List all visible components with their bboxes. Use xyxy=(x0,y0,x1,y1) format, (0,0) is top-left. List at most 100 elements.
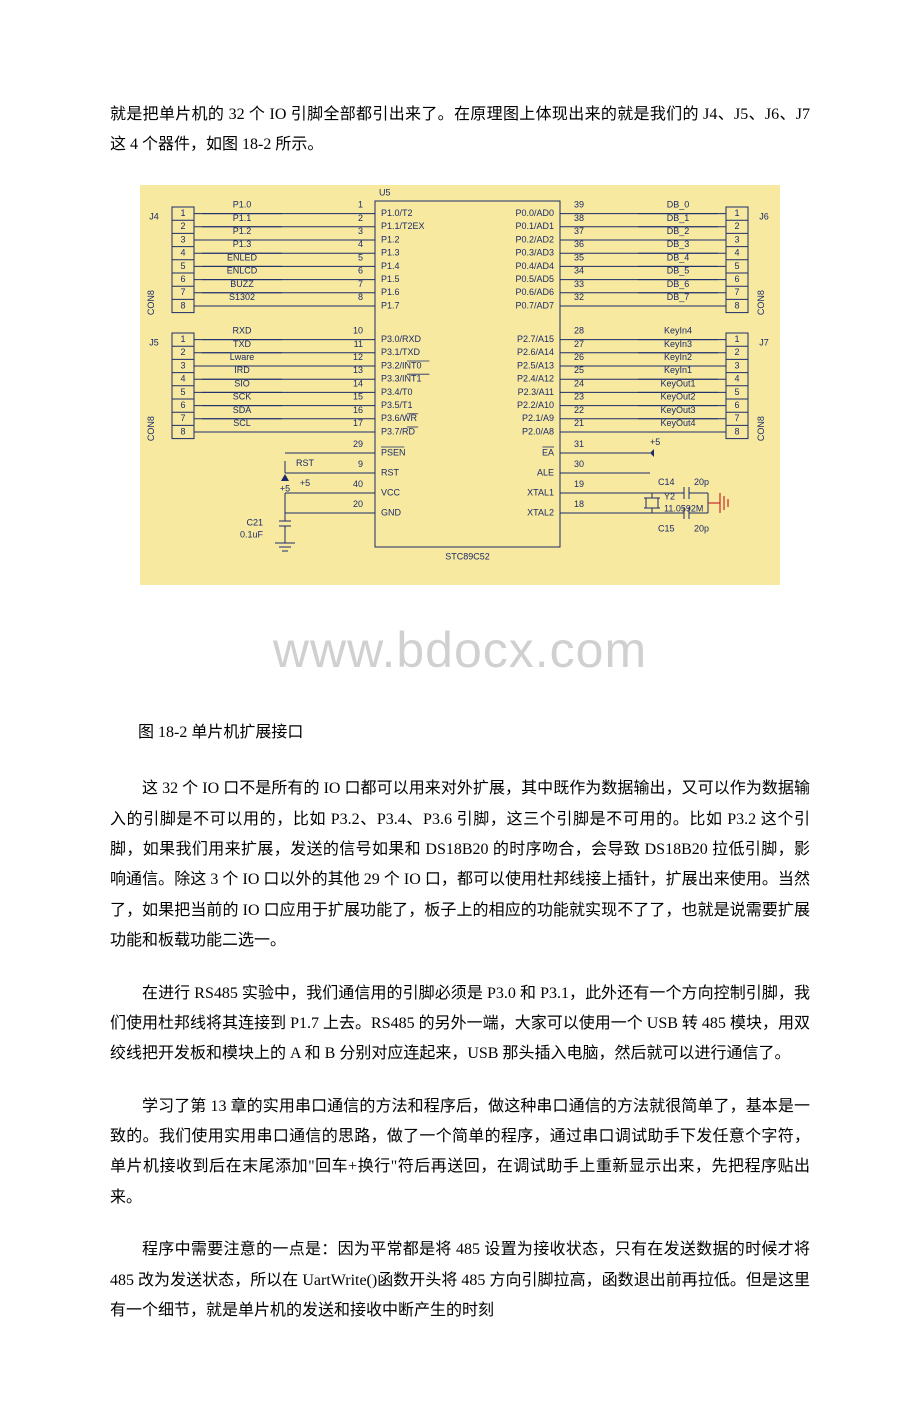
svg-text:8: 8 xyxy=(180,426,185,436)
svg-text:P0.1/AD1: P0.1/AD1 xyxy=(515,221,554,231)
svg-text:20p: 20p xyxy=(694,477,709,487)
svg-text:P0.7/AD7: P0.7/AD7 xyxy=(515,300,554,310)
svg-text:11.0592M: 11.0592M xyxy=(664,503,703,513)
svg-text:RST: RST xyxy=(381,467,400,477)
svg-text:P2.2/A10: P2.2/A10 xyxy=(517,400,554,410)
svg-text:P1.2: P1.2 xyxy=(233,226,252,236)
svg-text:23: 23 xyxy=(574,391,584,401)
svg-text:2: 2 xyxy=(180,347,185,357)
svg-text:P1.3: P1.3 xyxy=(381,247,400,257)
svg-text:3: 3 xyxy=(734,360,739,370)
svg-text:P3.3/INT1: P3.3/INT1 xyxy=(381,373,422,383)
svg-text:P3.1/TXD: P3.1/TXD xyxy=(381,347,421,357)
svg-text:39: 39 xyxy=(574,199,584,209)
svg-text:P2.6/A14: P2.6/A14 xyxy=(517,347,554,357)
svg-text:5: 5 xyxy=(734,261,739,271)
svg-text:P1.3: P1.3 xyxy=(233,239,252,249)
svg-text:CON8: CON8 xyxy=(146,290,156,315)
svg-text:P3.2/INT0: P3.2/INT0 xyxy=(381,360,422,370)
svg-text:DB_2: DB_2 xyxy=(667,226,690,236)
svg-text:1: 1 xyxy=(358,199,363,209)
svg-text:XTAL1: XTAL1 xyxy=(527,487,554,497)
svg-text:DB_6: DB_6 xyxy=(667,279,690,289)
svg-text:KeyOut1: KeyOut1 xyxy=(660,378,695,388)
svg-text:25: 25 xyxy=(574,365,584,375)
svg-text:SCL: SCL xyxy=(233,418,251,428)
paragraph-4: 程序中需要注意的一点是：因为平常都是将 485 设置为接收状态，只有在发送数据的… xyxy=(110,1235,810,1326)
svg-text:DB_0: DB_0 xyxy=(667,199,690,209)
svg-text:26: 26 xyxy=(574,352,584,362)
svg-text:27: 27 xyxy=(574,339,584,349)
svg-text:4: 4 xyxy=(358,239,363,249)
svg-text:13: 13 xyxy=(353,365,363,375)
svg-text:14: 14 xyxy=(353,378,363,388)
svg-text:P1.1/T2EX: P1.1/T2EX xyxy=(381,221,425,231)
svg-text:22: 22 xyxy=(574,405,584,415)
svg-text:STC89C52: STC89C52 xyxy=(445,551,490,561)
svg-text:CON8: CON8 xyxy=(756,416,766,441)
svg-text:24: 24 xyxy=(574,378,584,388)
svg-text:10: 10 xyxy=(353,325,363,335)
svg-text:EA: EA xyxy=(542,447,554,457)
svg-text:BUZZ: BUZZ xyxy=(230,279,254,289)
svg-text:VCC: VCC xyxy=(381,487,401,497)
svg-text:5: 5 xyxy=(358,252,363,262)
svg-text:P1.6: P1.6 xyxy=(381,287,400,297)
svg-text:3: 3 xyxy=(358,226,363,236)
svg-text:GND: GND xyxy=(381,507,402,517)
svg-text:P3.0/RXD: P3.0/RXD xyxy=(381,334,422,344)
svg-text:18: 18 xyxy=(574,499,584,509)
svg-text:+5: +5 xyxy=(280,483,290,493)
svg-text:P1.0/T2: P1.0/T2 xyxy=(381,208,413,218)
svg-text:P1.0: P1.0 xyxy=(233,199,252,209)
svg-text:4: 4 xyxy=(180,247,185,257)
svg-text:TXD: TXD xyxy=(233,339,252,349)
svg-text:C14: C14 xyxy=(658,477,675,487)
watermark: www.bdocx.com xyxy=(110,603,810,698)
svg-text:ALE: ALE xyxy=(537,467,554,477)
svg-text:P3.6/WR: P3.6/WR xyxy=(381,413,418,423)
svg-text:P1.7: P1.7 xyxy=(381,300,400,310)
svg-text:P2.7/A15: P2.7/A15 xyxy=(517,334,554,344)
svg-text:2: 2 xyxy=(734,221,739,231)
svg-text:+5: +5 xyxy=(650,437,660,447)
svg-text:4: 4 xyxy=(734,373,739,383)
svg-text:3: 3 xyxy=(180,360,185,370)
svg-text:5: 5 xyxy=(734,387,739,397)
svg-text:DB_1: DB_1 xyxy=(667,213,690,223)
svg-text:KeyOut3: KeyOut3 xyxy=(660,405,695,415)
svg-text:P2.5/A13: P2.5/A13 xyxy=(517,360,554,370)
svg-text:IRD: IRD xyxy=(234,365,250,375)
svg-text:21: 21 xyxy=(574,418,584,428)
svg-text:SDA: SDA xyxy=(233,405,252,415)
svg-text:P0.6/AD6: P0.6/AD6 xyxy=(515,287,554,297)
svg-text:3: 3 xyxy=(180,234,185,244)
svg-text:12: 12 xyxy=(353,352,363,362)
svg-text:30: 30 xyxy=(574,459,584,469)
svg-text:P1.4: P1.4 xyxy=(381,261,400,271)
svg-text:16: 16 xyxy=(353,405,363,415)
svg-text:15: 15 xyxy=(353,391,363,401)
svg-text:PSEN: PSEN xyxy=(381,447,406,457)
svg-text:P3.7/RD: P3.7/RD xyxy=(381,426,416,436)
svg-text:P0.2/AD2: P0.2/AD2 xyxy=(515,234,554,244)
svg-text:P0.4/AD4: P0.4/AD4 xyxy=(515,261,554,271)
svg-text:J4: J4 xyxy=(149,211,159,221)
svg-text:CON8: CON8 xyxy=(756,290,766,315)
svg-text:6: 6 xyxy=(180,400,185,410)
svg-text:1: 1 xyxy=(734,334,739,344)
svg-text:11: 11 xyxy=(354,339,363,349)
svg-text:37: 37 xyxy=(574,226,584,236)
svg-text:8: 8 xyxy=(734,426,739,436)
svg-text:1: 1 xyxy=(180,208,185,218)
svg-text:ENLCD: ENLCD xyxy=(227,265,258,275)
svg-text:DB_4: DB_4 xyxy=(667,252,690,262)
svg-text:5: 5 xyxy=(180,261,185,271)
schematic-svg: U5STC89C52J4CON81P1.01P1.0/T22P1.12P1.1/… xyxy=(140,185,780,585)
svg-text:RST: RST xyxy=(296,458,315,468)
svg-text:7: 7 xyxy=(358,279,363,289)
svg-text:J7: J7 xyxy=(759,337,769,347)
svg-text:P2.1/A9: P2.1/A9 xyxy=(522,413,554,423)
svg-text:8: 8 xyxy=(734,300,739,310)
svg-text:19: 19 xyxy=(574,479,584,489)
